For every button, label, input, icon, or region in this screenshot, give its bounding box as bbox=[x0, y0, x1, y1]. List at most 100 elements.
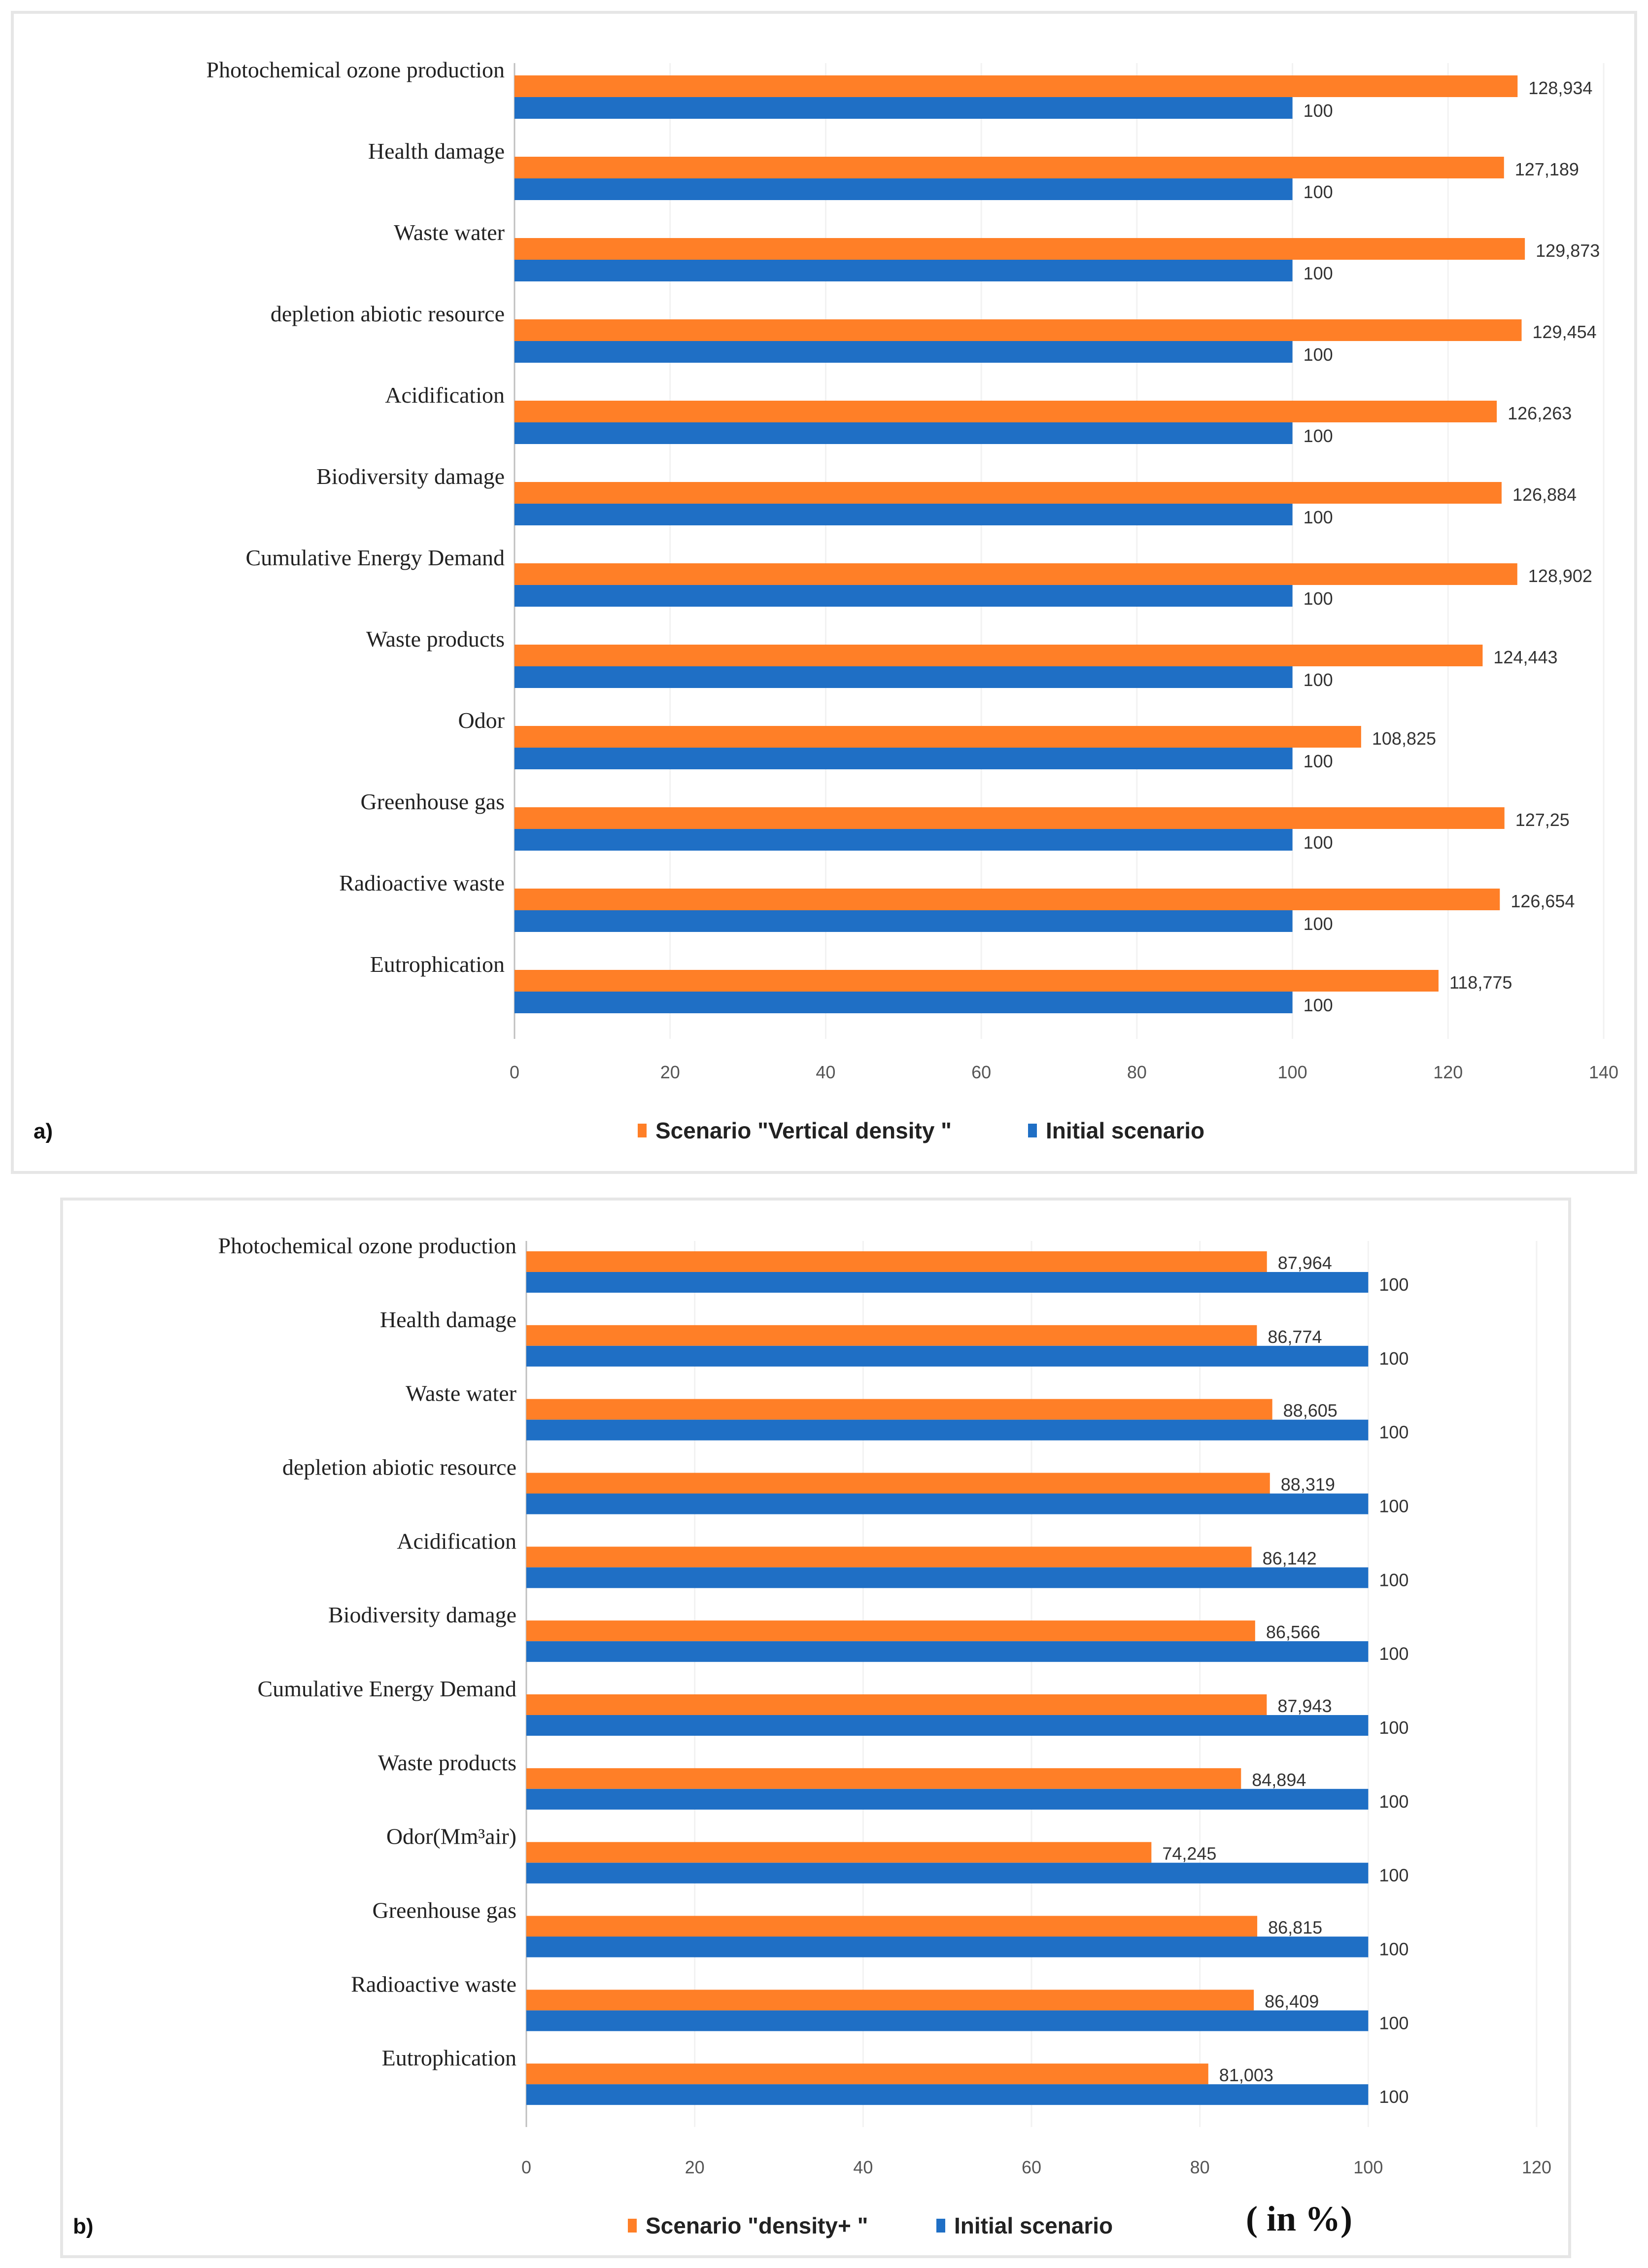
category-label: Health damage bbox=[368, 138, 505, 164]
legend-swatch bbox=[628, 2219, 637, 2233]
x-tick-label: 80 bbox=[1127, 1062, 1147, 1082]
bar-initial bbox=[526, 2084, 1369, 2105]
bar-initial bbox=[515, 666, 1293, 688]
category-label: Photochemical ozone production bbox=[218, 1233, 516, 1258]
x-tick-label: 60 bbox=[971, 1062, 991, 1082]
category-label: Health damage bbox=[380, 1307, 516, 1332]
data-label-scenario: 126,263 bbox=[1508, 403, 1572, 423]
data-label-initial: 100 bbox=[1379, 1939, 1408, 1959]
bar-initial bbox=[526, 1272, 1369, 1293]
x-tick-label: 20 bbox=[685, 2157, 705, 2177]
legend-label: Initial scenario bbox=[1046, 1118, 1204, 1143]
data-label-scenario: 84,894 bbox=[1252, 1770, 1306, 1790]
unit-note: ( in %) bbox=[1246, 2199, 1352, 2238]
bar-initial bbox=[526, 1715, 1369, 1736]
x-tick-label: 60 bbox=[1022, 2157, 1041, 2177]
panel-label: a) bbox=[34, 1119, 53, 1143]
category-label: Radioactive waste bbox=[339, 870, 505, 895]
bar-scenario bbox=[515, 563, 1517, 585]
legend-label: Initial scenario bbox=[954, 2213, 1113, 2238]
data-label-scenario: 86,774 bbox=[1268, 1327, 1322, 1347]
x-tick-label: 80 bbox=[1190, 2157, 1210, 2177]
bar-scenario bbox=[515, 238, 1525, 260]
bar-initial bbox=[526, 1493, 1369, 1514]
data-label-initial: 100 bbox=[1379, 1791, 1408, 1812]
data-label-scenario: 87,964 bbox=[1278, 1253, 1332, 1273]
data-label-scenario: 128,934 bbox=[1528, 78, 1592, 98]
bar-initial bbox=[515, 178, 1293, 200]
data-label-scenario: 127,189 bbox=[1515, 159, 1579, 179]
data-label-initial: 100 bbox=[1379, 1865, 1408, 1886]
data-label-initial: 100 bbox=[1304, 182, 1333, 202]
category-label: Photochemical ozone production bbox=[206, 57, 505, 82]
category-label: Acidification bbox=[385, 382, 505, 408]
category-label: Waste water bbox=[394, 220, 505, 245]
data-label-initial: 100 bbox=[1379, 1422, 1408, 1443]
legend-label: Scenario "Vertical density " bbox=[655, 1118, 952, 1143]
data-label-scenario: 108,825 bbox=[1372, 728, 1436, 749]
data-label-scenario: 86,815 bbox=[1268, 1918, 1322, 1938]
data-label-initial: 100 bbox=[1379, 1570, 1408, 1590]
x-tick-label: 0 bbox=[510, 1062, 519, 1082]
bar-scenario bbox=[526, 1768, 1241, 1789]
category-label: Biodiversity damage bbox=[316, 464, 505, 489]
data-label-initial: 100 bbox=[1379, 1718, 1408, 1738]
bar-scenario bbox=[526, 1916, 1258, 1937]
data-label-scenario: 127,25 bbox=[1515, 810, 1570, 830]
bar-scenario bbox=[515, 401, 1497, 422]
x-tick-label: 140 bbox=[1589, 1062, 1618, 1082]
category-label: Eutrophication bbox=[370, 952, 505, 977]
data-label-initial: 100 bbox=[1304, 751, 1333, 771]
data-label-initial: 100 bbox=[1304, 101, 1333, 121]
chart-panel-b: Photochemical ozone production 87,964 100 H… bbox=[60, 1198, 1571, 2258]
bar-scenario bbox=[526, 1694, 1267, 1715]
data-label-scenario: 129,454 bbox=[1533, 322, 1597, 342]
category-label: Odor(Mm³air) bbox=[386, 1824, 516, 1849]
x-tick-label: 100 bbox=[1278, 1062, 1307, 1082]
category-label: Waste products bbox=[378, 1750, 516, 1775]
bar-initial bbox=[515, 341, 1293, 363]
category-label: depletion abiotic resource bbox=[271, 301, 505, 326]
category-label: Acidification bbox=[397, 1528, 516, 1553]
bar-scenario bbox=[515, 645, 1483, 666]
x-tick-label: 120 bbox=[1522, 2157, 1551, 2177]
bar-scenario bbox=[515, 75, 1518, 97]
category-label: Waste products bbox=[366, 626, 505, 652]
data-label-scenario: 128,902 bbox=[1528, 566, 1592, 586]
category-label: Odor bbox=[458, 708, 505, 733]
legend-swatch bbox=[936, 2219, 945, 2233]
data-label-initial: 100 bbox=[1379, 1348, 1408, 1369]
data-label-scenario: 126,884 bbox=[1512, 484, 1577, 505]
panel-label: b) bbox=[73, 2214, 94, 2238]
bar-initial bbox=[526, 1936, 1369, 1958]
bar-scenario bbox=[526, 1620, 1255, 1642]
data-label-initial: 100 bbox=[1304, 914, 1333, 934]
data-label-scenario: 87,943 bbox=[1277, 1696, 1332, 1716]
bar-initial bbox=[515, 260, 1293, 281]
bar-initial bbox=[515, 97, 1293, 119]
data-label-initial: 100 bbox=[1379, 2013, 1408, 2033]
bar-initial bbox=[515, 504, 1293, 525]
data-label-scenario: 126,654 bbox=[1511, 891, 1575, 911]
data-label-initial: 100 bbox=[1304, 507, 1333, 527]
x-tick-label: 40 bbox=[816, 1062, 835, 1082]
bar-scenario bbox=[515, 482, 1502, 504]
x-tick-label: 0 bbox=[521, 2157, 531, 2177]
data-label-initial: 100 bbox=[1379, 1274, 1408, 1295]
x-tick-label: 20 bbox=[660, 1062, 680, 1082]
bar-scenario bbox=[526, 1325, 1257, 1346]
bar-scenario bbox=[515, 319, 1522, 341]
bar-initial bbox=[526, 1788, 1369, 1810]
data-label-scenario: 88,319 bbox=[1281, 1475, 1335, 1495]
category-label: Eutrophication bbox=[382, 2045, 516, 2070]
category-label: Biodiversity damage bbox=[328, 1602, 516, 1627]
data-label-initial: 100 bbox=[1304, 995, 1333, 1015]
bar-scenario bbox=[526, 1473, 1270, 1494]
bar-initial bbox=[526, 1419, 1369, 1441]
data-label-scenario: 86,409 bbox=[1265, 1991, 1319, 2011]
data-label-initial: 100 bbox=[1379, 1496, 1408, 1516]
data-label-initial: 100 bbox=[1304, 344, 1333, 365]
bar-initial bbox=[515, 910, 1293, 932]
data-label-initial: 100 bbox=[1304, 426, 1333, 446]
bar-initial bbox=[526, 1345, 1369, 1367]
